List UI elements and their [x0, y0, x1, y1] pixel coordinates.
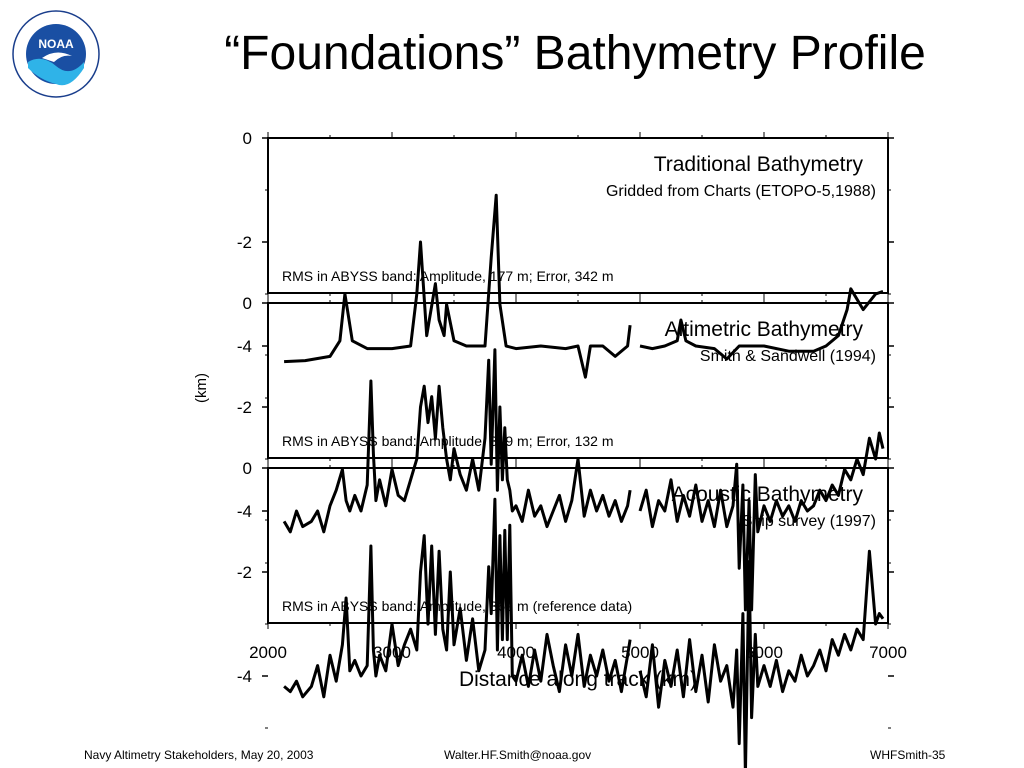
x-tick-label: 3000: [373, 643, 411, 662]
x-tick-label: 5000: [621, 643, 659, 662]
panel-rms-note: RMS in ABYSS band: Amplitude, 369 m (ref…: [282, 598, 632, 614]
panel-rms-note: RMS in ABYSS band: Amplitude, 177 m; Err…: [282, 268, 614, 284]
panel-3: [262, 462, 894, 768]
footer-slide-id: WHFSmith-35: [870, 748, 946, 762]
x-axis-label: Distance along track (km): [459, 668, 697, 691]
profile-line-segment-1: [282, 348, 632, 534]
x-tick-label: 4000: [497, 643, 535, 662]
y-tick-label: 0: [243, 129, 252, 148]
y-tick-label: 0: [243, 459, 252, 478]
noaa-emblem-icon: NOAA: [12, 10, 100, 98]
panel-subtitle: Ship survey (1997): [742, 513, 876, 530]
profile-line-segment-1: [284, 193, 632, 379]
panel-rms-note: RMS in ABYSS band: Amplitude, 319 m; Err…: [282, 433, 614, 449]
x-tick-label: 2000: [249, 643, 287, 662]
y-tick-label: -4: [237, 337, 252, 356]
y-tick-label: -4: [237, 667, 252, 686]
panel-subtitle: Gridded from Charts (ETOPO-5,1988): [606, 183, 876, 200]
x-tick-label: 7000: [869, 643, 907, 662]
y-tick-label: 0: [243, 294, 252, 313]
slide-title: “Foundations” Bathymetry Profile: [224, 27, 926, 80]
profile-line-segment-2: [638, 549, 885, 768]
x-tick-label: 6000: [745, 643, 783, 662]
y-tick-label: -2: [237, 233, 252, 252]
profile-line-segment-2: [638, 431, 885, 612]
panel-title: Traditional Bathymetry: [654, 153, 864, 176]
panel-title: Altimetric Bathymetry: [665, 318, 864, 341]
y-tick-label: -4: [237, 502, 252, 521]
profile-line-segment-1: [283, 497, 632, 699]
panel-1: [262, 132, 894, 399]
footer-email: Walter.HF.Smith@noaa.gov: [444, 748, 592, 762]
logo-text: NOAA: [38, 37, 74, 51]
y-tick-label: -2: [237, 563, 252, 582]
panel-2: [262, 297, 894, 612]
panel-title: Acoustic Bathymetry: [672, 483, 864, 506]
footer-event: Navy Altimetry Stakeholders, May 20, 200…: [84, 748, 314, 762]
panel-subtitle: Smith & Sandwell (1994): [700, 348, 876, 365]
noaa-logo: NOAA: [12, 10, 100, 98]
profile-line-segment-2: [639, 287, 884, 361]
y-axis-label: (km): [193, 373, 210, 403]
y-tick-label: -2: [237, 398, 252, 417]
